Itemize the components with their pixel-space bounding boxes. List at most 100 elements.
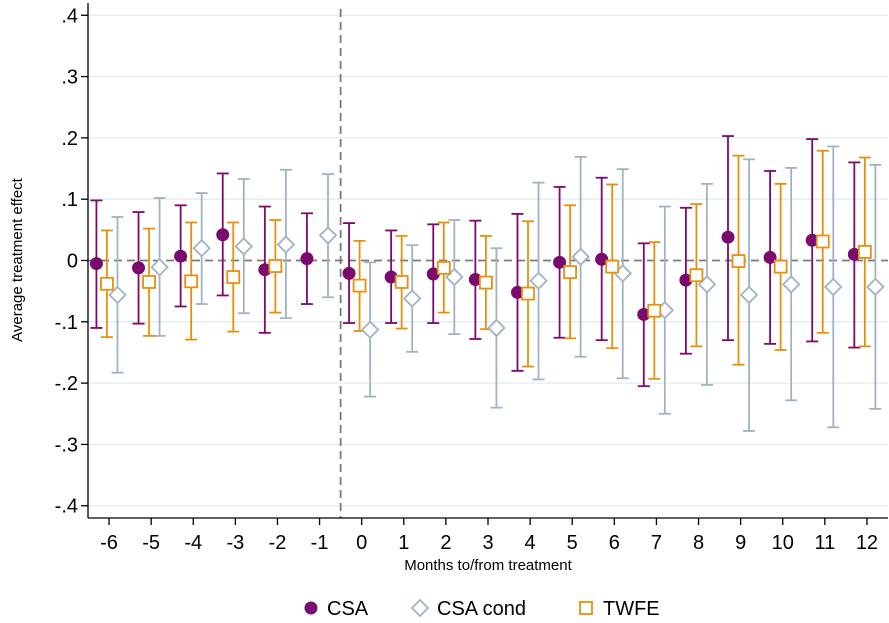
csa-point [89, 257, 103, 271]
twfe-point [773, 259, 788, 274]
csa-point [805, 233, 819, 247]
grid-layer [88, 14, 888, 507]
x-tick-label: 1 [398, 532, 409, 554]
csa-cond-point [739, 285, 759, 305]
twfe-point [815, 234, 830, 249]
csa-cond-point [276, 235, 296, 254]
axes: -.4-.3-.2-.10.1.2.3.4-6 -5 -4 -3 -2 -1 0 1 2 3 4 5 6… [55, 3, 888, 554]
x-tick-label: -6 [100, 532, 118, 554]
twfe-point [857, 245, 872, 259]
csa-cond-point [529, 271, 548, 291]
y-tick-label: .2 [61, 128, 78, 150]
series-twfe [100, 149, 871, 380]
legend-item-csa: CSA [304, 598, 369, 620]
x-tick-label: -4 [184, 532, 202, 554]
x-tick-label: 7 [651, 532, 662, 554]
legend-marker-twfe [579, 601, 593, 615]
x-tick-label: -5 [142, 532, 160, 554]
x-tick-label: 12 [856, 532, 878, 554]
csa-cond-point [866, 277, 885, 297]
legend-item-twfe: TWFE [579, 598, 660, 620]
legend-marker-csa [304, 601, 318, 615]
csa-cond-point [318, 226, 338, 245]
x-tick-label: 8 [693, 532, 704, 554]
x-tick-label: 11 [814, 532, 835, 554]
x-tick-label: 9 [735, 532, 746, 554]
twfe-point [478, 275, 493, 290]
y-tick-label: 0 [67, 251, 78, 273]
csa-point [847, 247, 861, 261]
twfe-point [647, 303, 662, 318]
csa-point [132, 261, 146, 275]
csa-point [721, 230, 735, 244]
legend-label-twfe: TWFE [603, 598, 660, 620]
csa-point [426, 267, 440, 281]
csa-point [468, 273, 482, 287]
twfe-point [731, 254, 746, 269]
x-tick-label: 0 [356, 532, 367, 554]
reference-lines [88, 9, 888, 518]
x-tick-label: 2 [440, 532, 451, 554]
csa-cond-point [571, 247, 590, 267]
y-tick-label: .4 [61, 5, 78, 27]
y-tick-label: -.4 [55, 496, 78, 518]
csa-point [342, 266, 356, 280]
x-axis-title: Months to/from treatment [404, 557, 572, 574]
y-tick-label: -.3 [55, 434, 78, 456]
csa-point [553, 255, 567, 269]
twfe-point [394, 275, 409, 289]
x-tick-label: 3 [482, 532, 493, 554]
y-tick-label: .1 [61, 189, 78, 211]
csa-point [637, 307, 651, 321]
y-tick-label: .3 [61, 67, 78, 89]
twfe-point [521, 286, 535, 301]
twfe-point [563, 265, 578, 280]
legend-label-csa-cond: CSA cond [437, 598, 526, 620]
x-tick-label: 4 [525, 532, 536, 554]
twfe-point [226, 270, 241, 284]
twfe-point [268, 259, 283, 273]
legend: CSA CSA cond TWFE [304, 598, 660, 620]
y-tick-label: -.1 [55, 312, 78, 334]
y-tick-label: -.2 [55, 373, 78, 395]
csa-point [595, 252, 609, 266]
twfe-point [352, 278, 367, 293]
csa-point [300, 252, 314, 266]
csa-point [763, 250, 777, 264]
series-layer [89, 135, 885, 432]
csa-cond-point [487, 318, 506, 338]
twfe-point [436, 260, 451, 275]
csa-point [174, 249, 188, 263]
csa-point [216, 228, 230, 242]
x-tick-label: -2 [269, 532, 287, 554]
csa-point [258, 263, 272, 277]
x-tick-label: 6 [609, 532, 620, 554]
csa-cond-point [781, 275, 801, 294]
markers-csa [89, 228, 861, 321]
x-tick-label: 10 [772, 532, 794, 554]
twfe-point [142, 275, 156, 289]
series-csa-cond [111, 145, 882, 432]
csa-point [510, 285, 524, 299]
twfe-point [100, 276, 114, 291]
x-tick-label: 5 [567, 532, 578, 554]
markers-twfe [100, 234, 872, 318]
csa-cond-point [823, 277, 843, 297]
csa-cond-point [402, 289, 422, 308]
y-axis-title: Average treatment effect [9, 177, 26, 342]
twfe-point [605, 259, 620, 274]
legend-label-csa: CSA [327, 598, 369, 620]
twfe-point [689, 268, 704, 283]
x-tick-label: -3 [226, 532, 244, 554]
csa-cond-point [192, 238, 211, 258]
legend-item-csa-cond: CSA cond [410, 598, 526, 620]
csa-cond-point [234, 237, 254, 256]
twfe-point [184, 274, 199, 289]
csa-cond-point [360, 320, 380, 340]
csa-point [679, 273, 693, 287]
x-tick-label: -1 [311, 532, 329, 554]
csa-cond-point [150, 257, 169, 277]
csa-point [384, 270, 398, 284]
markers-csa-cond [108, 226, 885, 340]
